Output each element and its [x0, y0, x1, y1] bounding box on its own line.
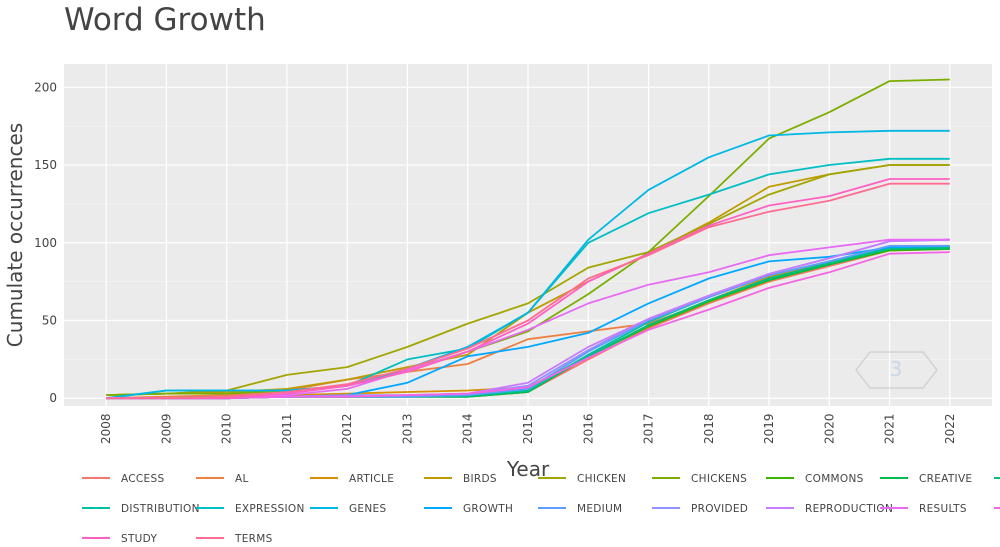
series-line-source — [106, 251, 950, 400]
legend-item-reproduction: REPRODUCTION — [766, 503, 893, 515]
x-tick-label: 2008 — [99, 413, 113, 444]
legend-item-study: STUDY — [82, 533, 157, 545]
series-line-study — [106, 178, 950, 400]
legend-item-terms: TERMS — [196, 533, 273, 545]
legend-label: CHICKEN — [577, 473, 626, 485]
y-tick-labels: 0 50 100 150 200 — [34, 80, 57, 405]
x-tick-label: 2009 — [159, 413, 173, 444]
legend-label: REPRODUCTION — [805, 503, 893, 515]
x-tick-label: 2021 — [883, 413, 897, 444]
x-tick-label: 2011 — [280, 413, 294, 444]
x-tick-label: 2016 — [581, 413, 595, 444]
legend-item-results: RESULTS — [880, 503, 967, 515]
x-tick-label: 2019 — [762, 413, 776, 444]
legend-label: GROWTH — [463, 503, 513, 515]
legend-label: MEDIUM — [577, 503, 622, 515]
y-tick-label: 150 — [34, 158, 57, 172]
x-tick-label: 2014 — [461, 413, 475, 444]
y-axis-title: Cumulate occurrences — [3, 123, 27, 347]
legend: ACCESS AL ARTICLE BIRDS CHICKEN CHICKENS COMMO… — [82, 473, 1000, 545]
legend-item-access: ACCESS — [82, 473, 164, 485]
legend-item-creative: CREATIVE — [880, 473, 972, 485]
chart-title: Word Growth — [64, 2, 266, 38]
legend-label: CHICKENS — [691, 473, 747, 485]
legend-item-distribution: DISTRIBUTION — [82, 503, 200, 515]
legend-label: DISTRIBUTION — [121, 503, 200, 515]
series-line-genes — [106, 129, 950, 400]
x-tick-label: 2013 — [400, 413, 414, 444]
legend-item-al: AL — [196, 473, 249, 485]
legend-item-distributed: DISTRIBUTED — [994, 477, 1000, 479]
x-tick-label: 2017 — [642, 413, 656, 444]
y-tick-label: 50 — [42, 314, 57, 328]
legend-item-expression: EXPRESSION — [196, 503, 305, 515]
legend-label: GENES — [349, 503, 386, 515]
legend-label: ARTICLE — [349, 473, 394, 485]
legend-label: EXPRESSION — [235, 503, 305, 515]
legend-label: COMMONS — [805, 473, 864, 485]
legend-item-medium: MEDIUM — [538, 503, 622, 515]
x-tick-label: 2012 — [340, 413, 354, 444]
legend-item-source: SOURCE — [994, 507, 1000, 509]
legend-item-commons: COMMONS — [766, 473, 864, 485]
watermark-logo: 3 — [855, 351, 938, 389]
legend-label: ACCESS — [121, 473, 164, 485]
legend-label: PROVIDED — [691, 503, 748, 515]
y-tick-label: 200 — [34, 80, 57, 94]
series-line-chickens — [106, 78, 950, 396]
legend-item-provided: PROVIDED — [652, 503, 748, 515]
legend-label: BIRDS — [463, 473, 497, 485]
legend-item-chickens: CHICKENS — [652, 473, 747, 485]
legend-label: AL — [235, 473, 249, 485]
series-line-terms — [106, 182, 950, 400]
legend-label: STUDY — [121, 533, 157, 545]
y-tick-label: 0 — [49, 391, 57, 405]
legend-item-birds: BIRDS — [424, 473, 497, 485]
legend-item-genes: GENES — [310, 503, 386, 515]
x-tick-label: 2010 — [220, 413, 234, 444]
legend-item-growth: GROWTH — [424, 503, 513, 515]
series-lines — [106, 78, 950, 400]
legend-label: TERMS — [234, 533, 273, 545]
y-tick-label: 100 — [34, 236, 57, 250]
x-tick-label: 2015 — [521, 413, 535, 444]
svg-text:3: 3 — [890, 357, 903, 381]
x-tick-labels: 2008 2009 2010 2011 2012 2013 2014 2015 2016 2017… — [99, 413, 957, 444]
legend-label: RESULTS — [919, 503, 967, 515]
legend-label: CREATIVE — [919, 473, 972, 485]
x-tick-label: 2020 — [822, 413, 836, 444]
series-line-chicken — [106, 164, 950, 396]
x-tick-label: 2022 — [943, 413, 957, 444]
legend-item-chicken: CHICKEN — [538, 473, 626, 485]
x-tick-label: 2018 — [702, 413, 716, 444]
legend-item-article: ARTICLE — [310, 473, 394, 485]
